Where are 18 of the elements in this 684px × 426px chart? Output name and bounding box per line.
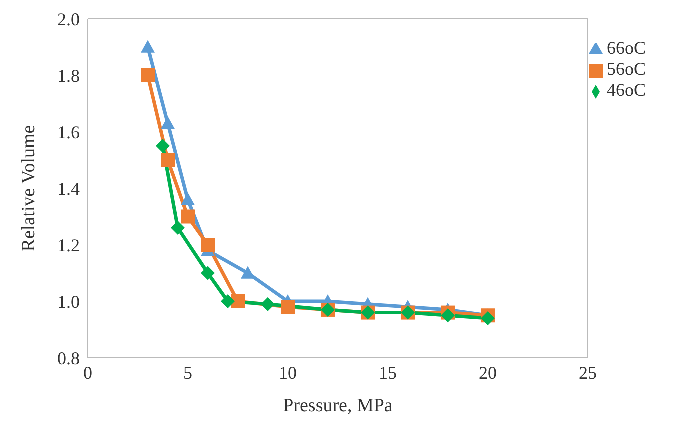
y-tick-label: 1.6 — [58, 122, 80, 142]
x-tick-label: 15 — [378, 362, 397, 383]
x-tick-label: 20 — [478, 362, 497, 383]
y-tick-label: 0.8 — [58, 348, 80, 368]
y-axis-title: Relative Volume — [18, 125, 40, 252]
x-tick-label: 25 — [578, 362, 597, 383]
y-tick-label: 2.0 — [58, 9, 80, 30]
legend-label: 56oC — [606, 59, 646, 79]
x-tick-label: 10 — [278, 362, 297, 383]
y-tick-label: 1.4 — [58, 178, 80, 199]
legend-label: 66oC — [606, 38, 646, 58]
legend-label: 46oC — [606, 80, 646, 100]
y-tick-label: 1.8 — [58, 66, 80, 86]
y-tick-label: 1.2 — [58, 235, 80, 256]
x-axis-title: Pressure, MPa — [283, 395, 394, 416]
x-tick-label: 0 — [84, 362, 92, 383]
x-tick-label: 5 — [183, 362, 192, 383]
y-tick-label: 1.0 — [58, 292, 80, 312]
